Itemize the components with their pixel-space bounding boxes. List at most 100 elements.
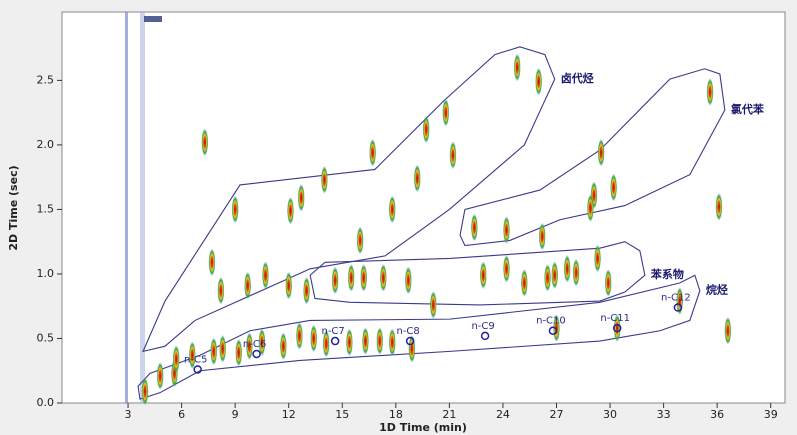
solvent-streak	[125, 12, 128, 403]
peak	[379, 263, 387, 292]
alkane-label: n-C9	[471, 321, 494, 332]
alkane-marker	[673, 303, 683, 312]
peak	[479, 261, 487, 290]
peak	[552, 314, 560, 343]
peak	[404, 266, 412, 295]
peak	[310, 324, 318, 353]
region-outline	[459, 68, 726, 247]
peak	[408, 334, 416, 363]
peak	[449, 141, 457, 170]
peak	[503, 216, 511, 245]
y-tick-label: 2.5	[37, 73, 55, 86]
x-axis-title: 1D Time (min)	[379, 421, 467, 434]
peak	[297, 183, 305, 212]
peak	[470, 213, 478, 242]
alkane-label: n-C11	[600, 313, 630, 324]
region-outline	[137, 274, 701, 400]
peak	[503, 254, 511, 283]
peak	[331, 266, 339, 295]
peak	[347, 263, 355, 292]
peak	[356, 226, 364, 255]
alkane-marker	[480, 331, 490, 341]
y-axis-title: 2D Time (sec)	[7, 165, 20, 250]
peak	[361, 327, 369, 356]
peak	[538, 222, 546, 251]
peak	[610, 173, 618, 202]
plot-area	[61, 11, 786, 404]
solvent-streak	[144, 16, 162, 22]
peak	[715, 192, 723, 221]
peak	[413, 164, 421, 193]
region-label: 卤代烃	[561, 71, 594, 85]
peak	[572, 258, 580, 287]
peak	[210, 337, 218, 366]
region-outline	[142, 46, 556, 353]
peak	[262, 261, 270, 290]
alkane-marker	[405, 336, 415, 346]
y-tick-label: 0.0	[37, 396, 55, 409]
alkane-marker	[548, 326, 558, 335]
x-tick-label: 30	[603, 408, 617, 421]
peak	[429, 290, 437, 319]
peak	[245, 332, 253, 361]
alkane-marker	[193, 365, 202, 374]
x-tick-label: 33	[657, 408, 671, 421]
peak	[231, 195, 239, 224]
x-tick-label: 27	[549, 408, 563, 421]
peaks: n-C5 n-C6 n-C7 n-C8 n-C9 n-C10 n-C11 n-C12	[141, 53, 732, 406]
peak	[303, 276, 311, 305]
peak	[345, 328, 353, 357]
peak	[208, 248, 216, 277]
peak	[360, 263, 368, 292]
alkane-label: n-C10	[536, 316, 566, 327]
x-tick-label: 21	[442, 408, 456, 421]
alkane-label: n-C12	[661, 293, 691, 304]
peak	[520, 268, 528, 297]
alkane-label: n-C6	[243, 339, 266, 350]
alkane-marker	[612, 323, 622, 333]
x-tick-label: 18	[389, 408, 403, 421]
region-outline	[309, 241, 646, 306]
y-tick-label: 2.0	[37, 138, 55, 151]
peak	[244, 271, 252, 300]
peak	[295, 321, 303, 350]
x-tick-label: 6	[178, 408, 185, 421]
peak	[287, 196, 295, 225]
y-tick-label: 1.0	[37, 267, 55, 280]
x-tick-label: 12	[282, 408, 296, 421]
peak	[235, 338, 243, 367]
peak	[388, 195, 396, 224]
x-tick-label: 24	[496, 408, 510, 421]
peak	[258, 328, 266, 357]
alkane-label: n-C8	[396, 326, 419, 337]
alkane-label: n-C5	[184, 354, 207, 365]
peak	[188, 341, 196, 370]
alkane-marker	[252, 349, 261, 359]
peak	[219, 334, 227, 363]
peak	[724, 316, 732, 345]
peak	[369, 138, 377, 167]
x-tick-label: 3	[125, 408, 132, 421]
peak	[217, 276, 225, 305]
x-tick-label: 9	[232, 408, 239, 421]
peak	[376, 327, 384, 356]
peak	[706, 78, 714, 107]
peak	[586, 194, 594, 223]
peak	[201, 128, 209, 157]
x-tick-label: 15	[335, 408, 349, 421]
y-tick-label: 0.5	[37, 331, 55, 344]
peak	[388, 328, 396, 357]
y-tick-label: 1.5	[37, 202, 55, 215]
peak	[563, 254, 571, 283]
peak	[551, 261, 559, 290]
region-label: 烷烃	[706, 283, 728, 297]
peak	[513, 53, 521, 82]
peak	[604, 268, 612, 297]
solvent-streak	[140, 12, 145, 403]
peak	[156, 361, 164, 390]
alkane-marker	[330, 336, 340, 346]
peak	[279, 332, 287, 361]
alkane-label: n-C7	[321, 326, 344, 337]
